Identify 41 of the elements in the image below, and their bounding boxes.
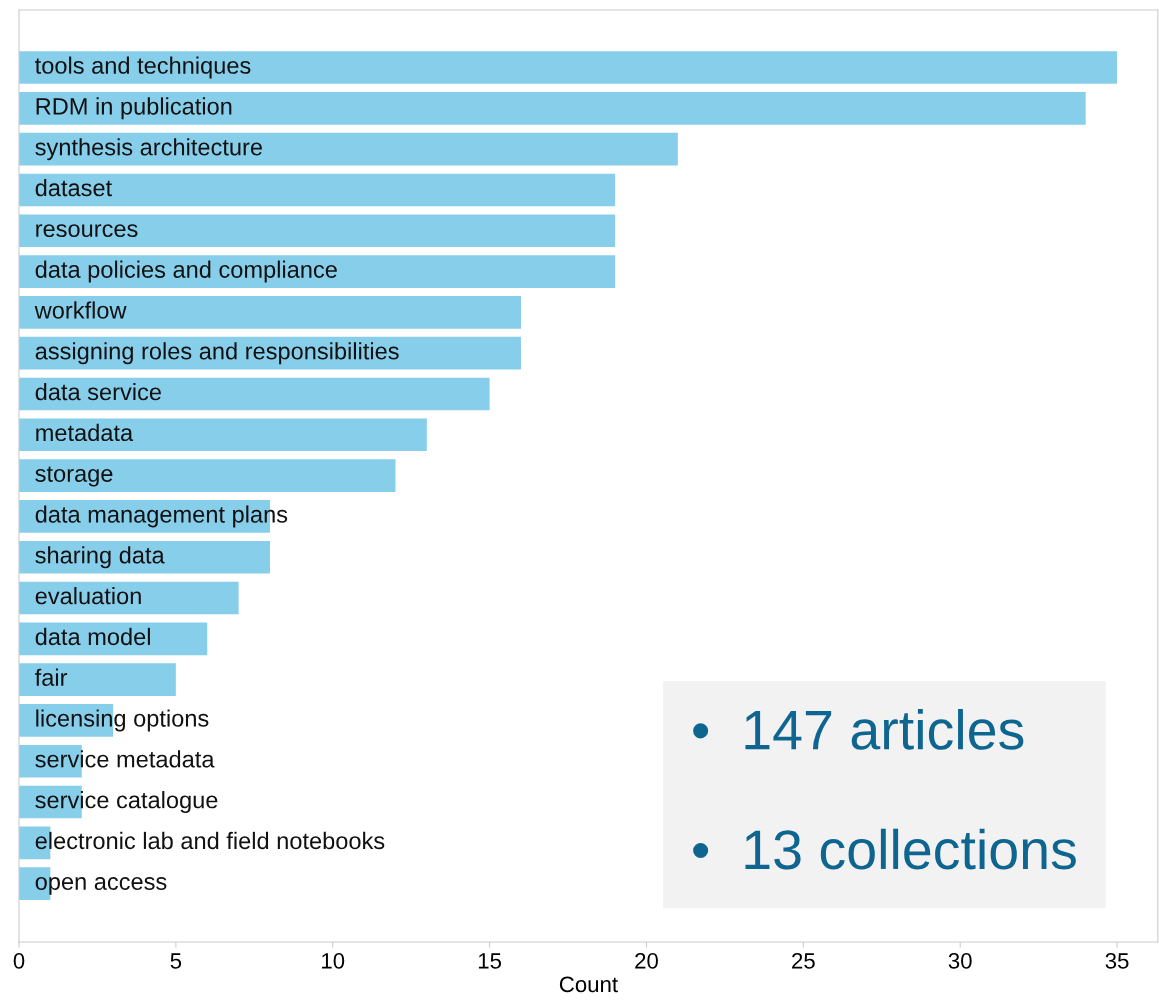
- y-tick-label: sharing data: [35, 546, 165, 569]
- y-tick-label: data service: [35, 382, 161, 401]
- bar: [19, 214, 616, 248]
- y-tick-label: RDM in publication: [36, 97, 232, 120]
- y-tick-label: tools and techniques: [35, 56, 251, 79]
- x-tick-label: 0: [13, 953, 25, 969]
- x-tick-label: 30: [948, 953, 972, 969]
- y-tick-label: resources: [36, 224, 138, 238]
- bar: [19, 581, 239, 615]
- x-axis-title: Count: [559, 976, 618, 993]
- y-tick-label: data policies and compliance: [35, 260, 337, 283]
- bar: [19, 459, 396, 492]
- bar: [19, 540, 270, 574]
- bar: [19, 296, 521, 329]
- bar: [19, 255, 616, 288]
- x-tick-label: 5: [170, 953, 182, 969]
- text: • 147 articles • 13 collections: [693, 709, 1076, 870]
- y-tick-label: dataset: [35, 178, 112, 197]
- x-tick-label: 35: [1105, 953, 1129, 969]
- y-tick-label: metadata: [36, 423, 134, 442]
- y-tick-label: open access: [35, 877, 167, 895]
- y-tick-label: assigning roles and responsibilities: [35, 342, 399, 365]
- y-tick-label: data model: [35, 627, 150, 646]
- y-tick-label: electronic lab and field notebooks: [35, 831, 385, 850]
- bar: [19, 663, 176, 696]
- x-tick-label: 15: [478, 953, 502, 969]
- bar: [19, 173, 616, 207]
- x-tick-label: 20: [635, 953, 658, 969]
- bar: [19, 377, 490, 411]
- y-tick-label: workflow: [34, 301, 127, 319]
- x-tick-label: 25: [792, 953, 815, 969]
- y-tick-label: synthesis architecture: [35, 138, 262, 161]
- y-tick-label: evaluation: [35, 587, 141, 605]
- y-tick-label: fair: [35, 668, 68, 686]
- bar: [19, 622, 208, 656]
- bar: [19, 132, 678, 166]
- x-tick-label: 10: [322, 953, 345, 969]
- bar: [19, 418, 427, 452]
- bar: [19, 51, 1118, 84]
- y-tick-label: storage: [35, 466, 113, 487]
- bar: [19, 92, 1086, 125]
